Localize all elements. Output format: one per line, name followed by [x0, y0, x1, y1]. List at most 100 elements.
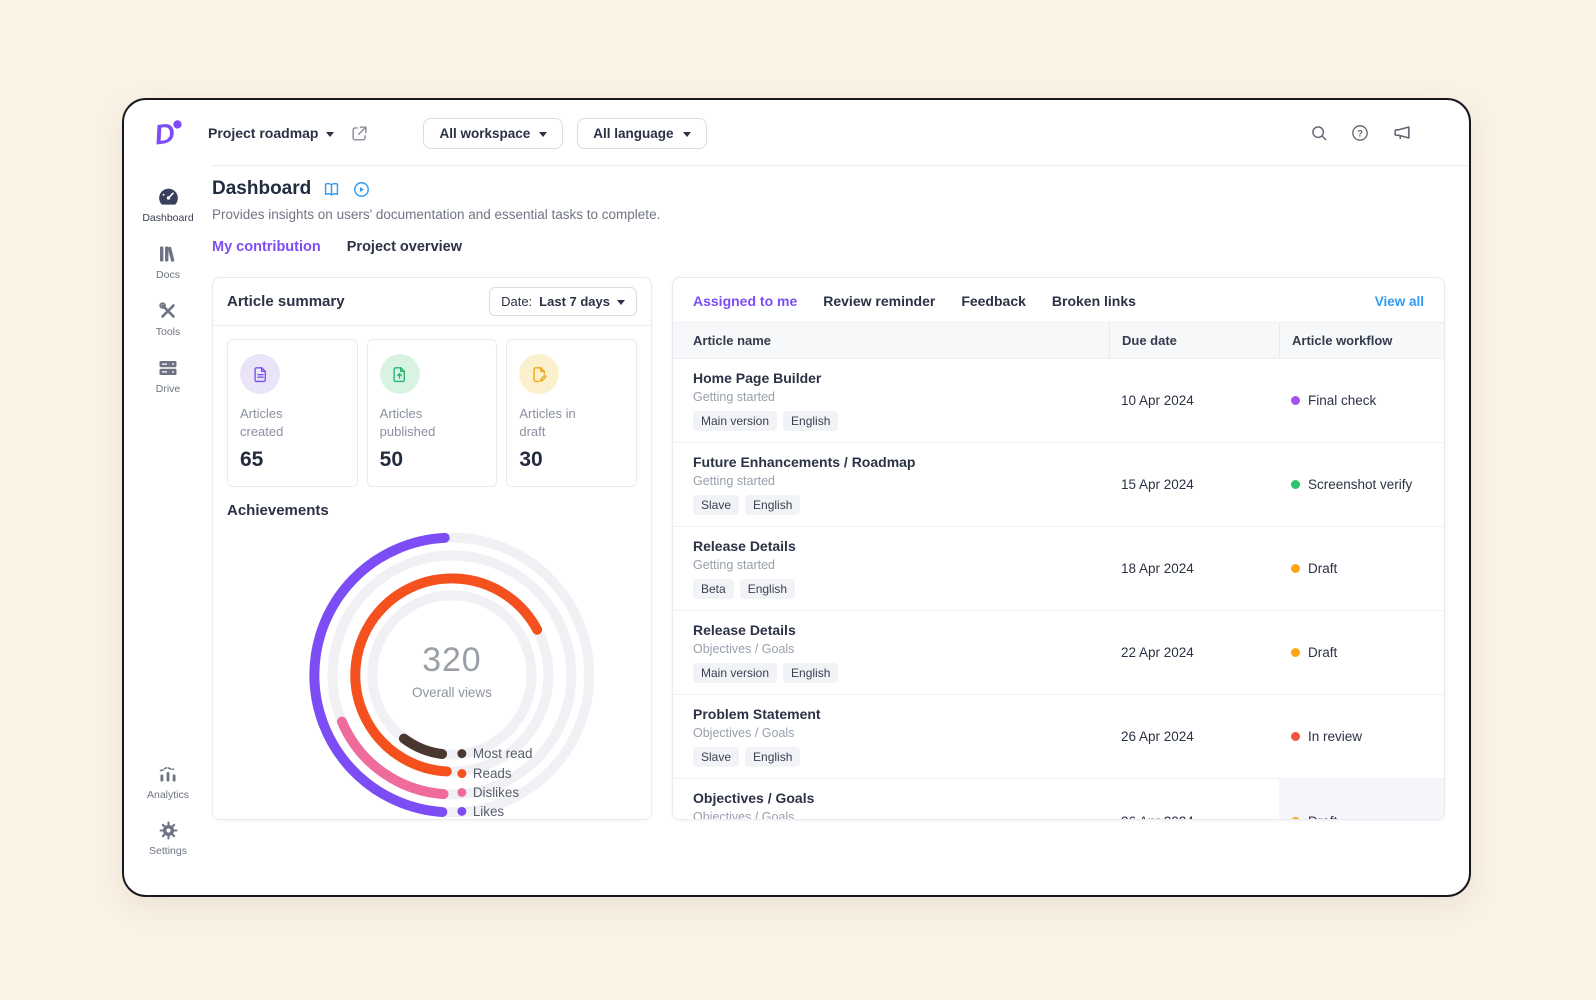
article-name: Home Page Builder — [693, 370, 822, 386]
stat-articles-created: Articles created 65 — [227, 339, 358, 488]
sidebar-item-label: Docs — [156, 269, 180, 281]
version-tag: Main version — [693, 663, 778, 683]
most-read-arc — [398, 733, 448, 760]
tab-my-contribution[interactable]: My contribution — [212, 239, 321, 255]
due-date: 10 Apr 2024 — [1121, 393, 1194, 408]
stat-label: Articles created — [240, 406, 284, 439]
article-summary-card: Article summary Date: Last 7 days — [212, 277, 652, 820]
article-name: Release Details — [693, 622, 796, 638]
reads-arc — [350, 573, 543, 777]
svg-text:?: ? — [1357, 128, 1363, 138]
page-title: Dashboard — [212, 178, 312, 199]
due-date: 26 Apr 2024 — [1109, 779, 1279, 820]
project-selector[interactable]: Project roadmap — [208, 125, 335, 141]
analytics-icon — [159, 766, 176, 782]
workflow-status: Draft — [1279, 527, 1444, 610]
sidebar-item-label: Tools — [155, 326, 181, 338]
article-stats: Articles created 65 Articles published — [213, 326, 651, 488]
workflow-status-label: Draft — [1308, 561, 1338, 576]
table-row[interactable]: Problem Statement Objectives / Goals Sla… — [673, 695, 1444, 779]
tab-feedback[interactable]: Feedback — [961, 293, 1026, 309]
sidebar-item-analytics[interactable]: Analytics — [124, 762, 212, 801]
drive-icon — [159, 361, 177, 375]
workspace-selector[interactable]: All workspace — [423, 117, 564, 149]
app-window: D Project roadmap All workspace All lang… — [122, 98, 1471, 897]
project-selector-label: Project roadmap — [208, 125, 319, 141]
tab-review-reminder[interactable]: Review reminder — [823, 293, 936, 309]
due-date: 26 Apr 2024 — [1121, 729, 1194, 744]
overall-views-value: 320 — [422, 641, 481, 679]
dislikes-arc — [336, 716, 449, 800]
sidebar-item-drive[interactable]: Drive — [124, 356, 212, 395]
open-in-new-icon[interactable] — [350, 124, 369, 143]
stat-articles-published: Articles published 50 — [366, 339, 498, 488]
workflow-status-dot — [1291, 648, 1300, 657]
sidebar-item-docs[interactable]: Docs — [124, 242, 212, 281]
stat-value: 65 — [240, 448, 264, 472]
view-all-link[interactable]: View all — [1374, 293, 1424, 309]
table-header: Article name Due date Article workflow — [673, 322, 1444, 359]
dashboard-gauge-icon — [158, 188, 178, 205]
article-name: Objectives / Goals — [693, 790, 815, 806]
table-row[interactable]: Release Details Getting started Beta Eng… — [673, 527, 1444, 611]
video-play-icon[interactable] — [352, 180, 371, 199]
tab-project-overview[interactable]: Project overview — [346, 239, 462, 255]
language-tag: English — [745, 495, 801, 515]
workflow-status: Draft — [1279, 611, 1444, 694]
sidebar-item-dashboard[interactable]: Dashboard — [124, 184, 212, 224]
stat-label: Articles in draft — [519, 406, 576, 439]
workflow-status: Final check — [1279, 359, 1444, 442]
table-row[interactable]: Objectives / Goals Objectives / Goals Ma… — [673, 779, 1444, 820]
workflow-status: Draft — [1279, 779, 1444, 819]
workflow-status-dot — [1291, 480, 1300, 489]
tasks-panel-card: Assigned to me Review reminder Feedback … — [672, 277, 1445, 820]
most-read-track-ring — [367, 590, 537, 760]
article-category: Getting started — [693, 474, 775, 488]
table-row[interactable]: Future Enhancements / Roadmap Getting st… — [673, 443, 1444, 527]
language-tag: English — [745, 747, 801, 767]
version-tag: Main version — [693, 411, 778, 431]
search-icon[interactable] — [1309, 123, 1329, 143]
workflow-status-label: Screenshot verify — [1308, 477, 1413, 492]
help-icon[interactable]: ? — [1350, 123, 1370, 143]
announcement-megaphone-icon[interactable] — [1391, 122, 1413, 144]
page-tabs: My contribution Project overview — [212, 239, 1445, 255]
workflow-status-label: Draft — [1308, 645, 1338, 660]
achievements-title: Achievements — [227, 502, 329, 520]
chevron-down-icon — [539, 131, 548, 137]
article-category: Objectives / Goals — [693, 642, 795, 656]
language-tag: English — [739, 579, 796, 599]
legend-label-dislikes: Dislikes — [473, 785, 520, 800]
topbar-actions: ? — [1309, 122, 1413, 144]
version-tag: Beta — [693, 579, 734, 599]
language-selector[interactable]: All language — [577, 117, 707, 149]
sidebar-item-tools[interactable]: Tools — [124, 299, 212, 338]
article-name: Problem Statement — [693, 706, 821, 722]
table-row[interactable]: Release Details Objectives / Goals Main … — [673, 611, 1444, 695]
workflow-status-label: In review — [1308, 729, 1363, 744]
table-body: Home Page Builder Getting started Main v… — [673, 359, 1444, 820]
likes-arc — [309, 532, 450, 818]
tab-broken-links[interactable]: Broken links — [1051, 293, 1136, 309]
language-tag: English — [783, 663, 839, 683]
stat-articles-in-draft: Articles in draft 30 — [506, 339, 638, 488]
column-header-article-name: Article name — [693, 333, 772, 348]
article-name: Future Enhancements / Roadmap — [693, 454, 916, 470]
chevron-down-icon — [682, 131, 691, 137]
table-row[interactable]: Home Page Builder Getting started Main v… — [673, 359, 1444, 443]
topbar: D Project roadmap All workspace All lang… — [124, 100, 1469, 166]
tab-assigned-to-me[interactable]: Assigned to me — [693, 293, 798, 309]
document360-logo[interactable]: D — [150, 115, 186, 151]
version-tag: Slave — [693, 495, 740, 515]
article-category: Objectives / Goals — [693, 810, 795, 820]
workflow-status: Screenshot verify — [1279, 443, 1444, 526]
sidebar-item-settings[interactable]: Settings — [124, 819, 212, 857]
topbar-filters: All workspace All language — [423, 117, 707, 149]
dislikes-legend-dot — [457, 788, 467, 798]
workflow-status-dot — [1291, 816, 1300, 819]
due-date: 18 Apr 2024 — [1121, 561, 1194, 576]
settings-gear-icon — [158, 821, 178, 840]
documentation-book-icon[interactable] — [322, 180, 341, 199]
workflow-status-dot — [1291, 396, 1300, 405]
date-filter-button[interactable]: Date: Last 7 days — [489, 287, 637, 316]
